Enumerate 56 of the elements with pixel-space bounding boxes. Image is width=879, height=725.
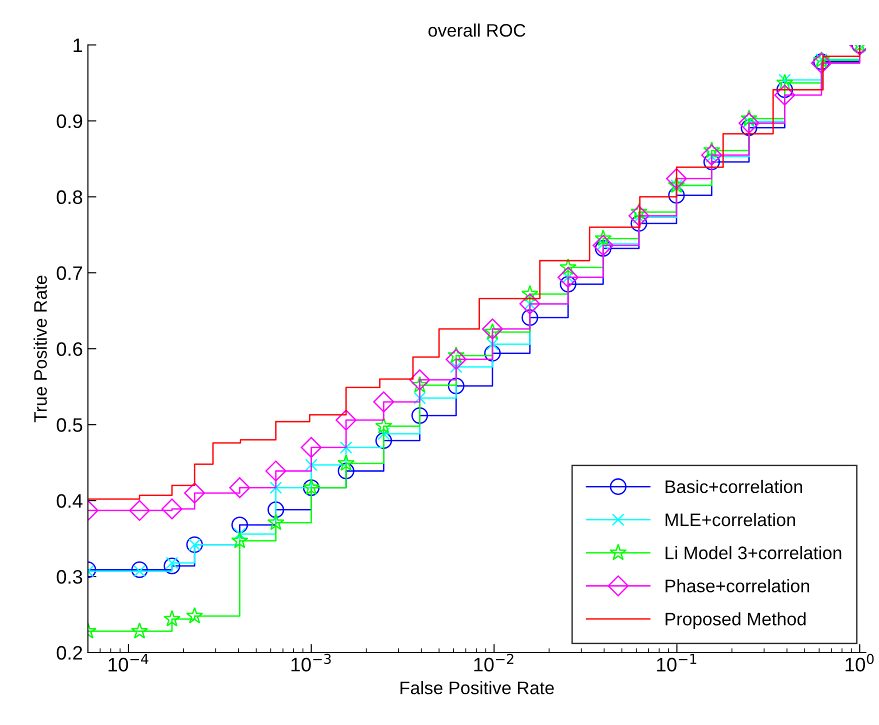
- point: [701, 144, 722, 166]
- y-axis-title: True Positive Rate: [34, 276, 47, 422]
- legend-label: Proposed Method: [666, 612, 806, 630]
- y-tick-label: 0.6: [56, 342, 82, 356]
- point: [486, 338, 499, 350]
- point: [375, 432, 392, 449]
- point: [413, 392, 426, 404]
- y-tick-label: 0.7: [56, 266, 82, 280]
- x-tick-label: 10$^{−2}$: [474, 654, 514, 672]
- chart-title: overall ROC: [428, 24, 526, 37]
- x-tick-label: 10$^{−4}$: [108, 654, 148, 672]
- point: [231, 532, 248, 548]
- point: [411, 407, 428, 424]
- y-tick-label: 0.3: [56, 570, 82, 584]
- y-tick-label: 0.9: [56, 114, 82, 128]
- point: [774, 84, 796, 106]
- y-tick-label: 0.5: [56, 418, 82, 432]
- point: [482, 318, 503, 340]
- legend-label: Basic+correlation: [666, 480, 802, 494]
- point: [373, 391, 394, 412]
- y-tick-label: 1: [74, 38, 82, 52]
- point: [521, 285, 539, 302]
- point: [776, 74, 794, 90]
- point: [448, 378, 464, 394]
- point: [300, 436, 322, 458]
- point: [666, 168, 688, 190]
- y-tick-label: 0.8: [56, 190, 82, 204]
- point: [668, 186, 685, 204]
- point: [270, 481, 282, 494]
- y-tick-label: 0.2: [56, 646, 82, 660]
- point: [265, 460, 286, 482]
- y-tick-label: 0.4: [56, 494, 82, 508]
- legend-label: Li Model 3+correlation: [666, 546, 842, 560]
- x-tick-label: 10$^{−1}$: [657, 654, 696, 672]
- point: [519, 293, 540, 314]
- legend-label: MLE+correlation: [666, 512, 796, 526]
- point: [336, 410, 357, 431]
- point: [268, 501, 284, 518]
- legend-label: Phase+correlation: [666, 579, 810, 592]
- point: [305, 458, 318, 472]
- x-axis-title: False Positive Rate: [400, 681, 554, 694]
- point: [522, 309, 538, 326]
- x-tick-label: 10$^{0}$: [846, 654, 874, 672]
- point: [446, 348, 467, 370]
- point: [738, 112, 760, 134]
- point: [229, 477, 250, 498]
- point: [450, 360, 462, 374]
- point: [810, 52, 832, 74]
- point: [628, 205, 650, 226]
- point: [409, 369, 430, 390]
- point: [592, 234, 614, 256]
- point: [267, 514, 284, 530]
- point: [375, 417, 392, 434]
- x-tick-label: 10$^{−3}$: [291, 654, 331, 672]
- point: [231, 516, 248, 534]
- point: [484, 344, 501, 362]
